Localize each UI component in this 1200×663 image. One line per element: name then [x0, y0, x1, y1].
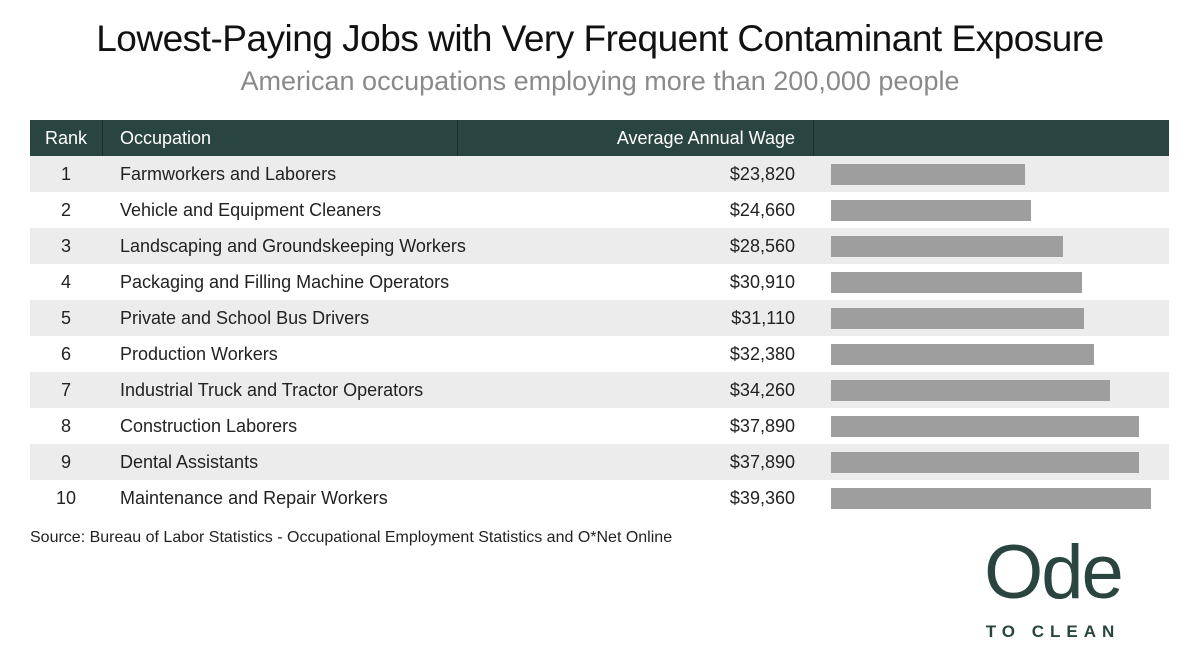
- chart-subtitle: American occupations employing more than…: [240, 66, 960, 96]
- logo-wordmark: Ode: [984, 530, 1124, 615]
- table-row: 10 Maintenance and Repair Workers $39,360: [30, 480, 1169, 516]
- rank-cell: 2: [60, 200, 71, 220]
- wage-cell: $23,820: [729, 164, 795, 184]
- rank-cell: 5: [60, 308, 71, 328]
- wage-bar: [831, 272, 1082, 293]
- table-row: 6 Production Workers $32,380: [30, 336, 1169, 372]
- wage-cell: $30,910: [729, 272, 795, 292]
- occupation-cell: Maintenance and Repair Workers: [120, 488, 388, 508]
- wage-cell: $32,380: [729, 344, 795, 364]
- wage-bar: [831, 236, 1063, 257]
- wage-cell: $37,890: [729, 416, 795, 436]
- header-rank: Rank: [44, 128, 88, 148]
- header-wage: Average Annual Wage: [616, 128, 795, 148]
- occupation-cell: Farmworkers and Laborers: [120, 164, 337, 184]
- rank-cell: 7: [60, 380, 71, 400]
- header-divider: [102, 120, 103, 156]
- wage-bar: [831, 452, 1139, 473]
- occupation-cell: Landscaping and Groundskeeping Workers: [120, 236, 466, 256]
- table-body: 1 Farmworkers and Laborers $23,820 2 Vehicle…: [30, 156, 1169, 516]
- table-row: 1 Farmworkers and Laborers $23,820: [30, 156, 1169, 192]
- table-header: Rank Occupation Average Annual Wage: [30, 120, 1169, 156]
- header-occupation: Occupation: [120, 128, 212, 148]
- wage-cell: $24,660: [729, 200, 795, 220]
- table-row: 4 Packaging and Filling Machine Operators…: [30, 264, 1169, 300]
- wage-bar: [831, 416, 1139, 437]
- rank-cell: 3: [60, 236, 71, 256]
- wage-bar: [831, 380, 1110, 401]
- occupation-cell: Packaging and Filling Machine Operators: [120, 272, 450, 292]
- table-row: 9 Dental Assistants $37,890: [30, 444, 1169, 480]
- table-row: 5 Private and School Bus Drivers $31,110: [30, 300, 1169, 336]
- wage-cell: $39,360: [729, 488, 795, 508]
- rank-cell: 4: [60, 272, 71, 292]
- chart-title: Lowest-Paying Jobs with Very Frequent Co…: [96, 18, 1104, 59]
- wage-table: Rank Occupation Average Annual Wage 1 Far…: [30, 120, 1169, 516]
- occupation-cell: Construction Laborers: [120, 416, 298, 436]
- wage-bar: [831, 344, 1094, 365]
- header-divider: [813, 120, 814, 156]
- source-note: Source: Bureau of Labor Statistics - Occ…: [30, 529, 673, 546]
- rank-cell: 10: [55, 488, 77, 508]
- wage-bar: [831, 200, 1031, 221]
- header-divider: [457, 120, 458, 156]
- occupation-cell: Private and School Bus Drivers: [120, 308, 370, 328]
- logo-tagline: TO CLEAN: [985, 622, 1121, 641]
- table-row: 7 Industrial Truck and Tractor Operators $…: [30, 372, 1169, 408]
- occupation-cell: Vehicle and Equipment Cleaners: [120, 200, 382, 220]
- wage-cell: $37,890: [729, 452, 795, 472]
- occupation-cell: Production Workers: [120, 344, 278, 364]
- rank-cell: 1: [60, 164, 71, 184]
- wage-cell: $31,110: [731, 308, 795, 328]
- ode-to-clean-logo: Ode TO CLEAN: [968, 528, 1138, 648]
- table-row: 2 Vehicle and Equipment Cleaners $24,660: [30, 192, 1169, 228]
- wage-bar: [831, 164, 1025, 185]
- table-row: 3 Landscaping and Groundskeeping Workers $…: [30, 228, 1169, 264]
- rank-cell: 9: [60, 452, 71, 472]
- rank-cell: 6: [60, 344, 71, 364]
- wage-bar: [831, 308, 1084, 329]
- occupation-cell: Dental Assistants: [120, 452, 259, 472]
- wage-cell: $34,260: [729, 380, 795, 400]
- wage-cell: $28,560: [729, 236, 795, 256]
- occupation-cell: Industrial Truck and Tractor Operators: [120, 380, 424, 400]
- wage-bar: [831, 488, 1151, 509]
- rank-cell: 8: [60, 416, 71, 436]
- table-row: 8 Construction Laborers $37,890: [30, 408, 1169, 444]
